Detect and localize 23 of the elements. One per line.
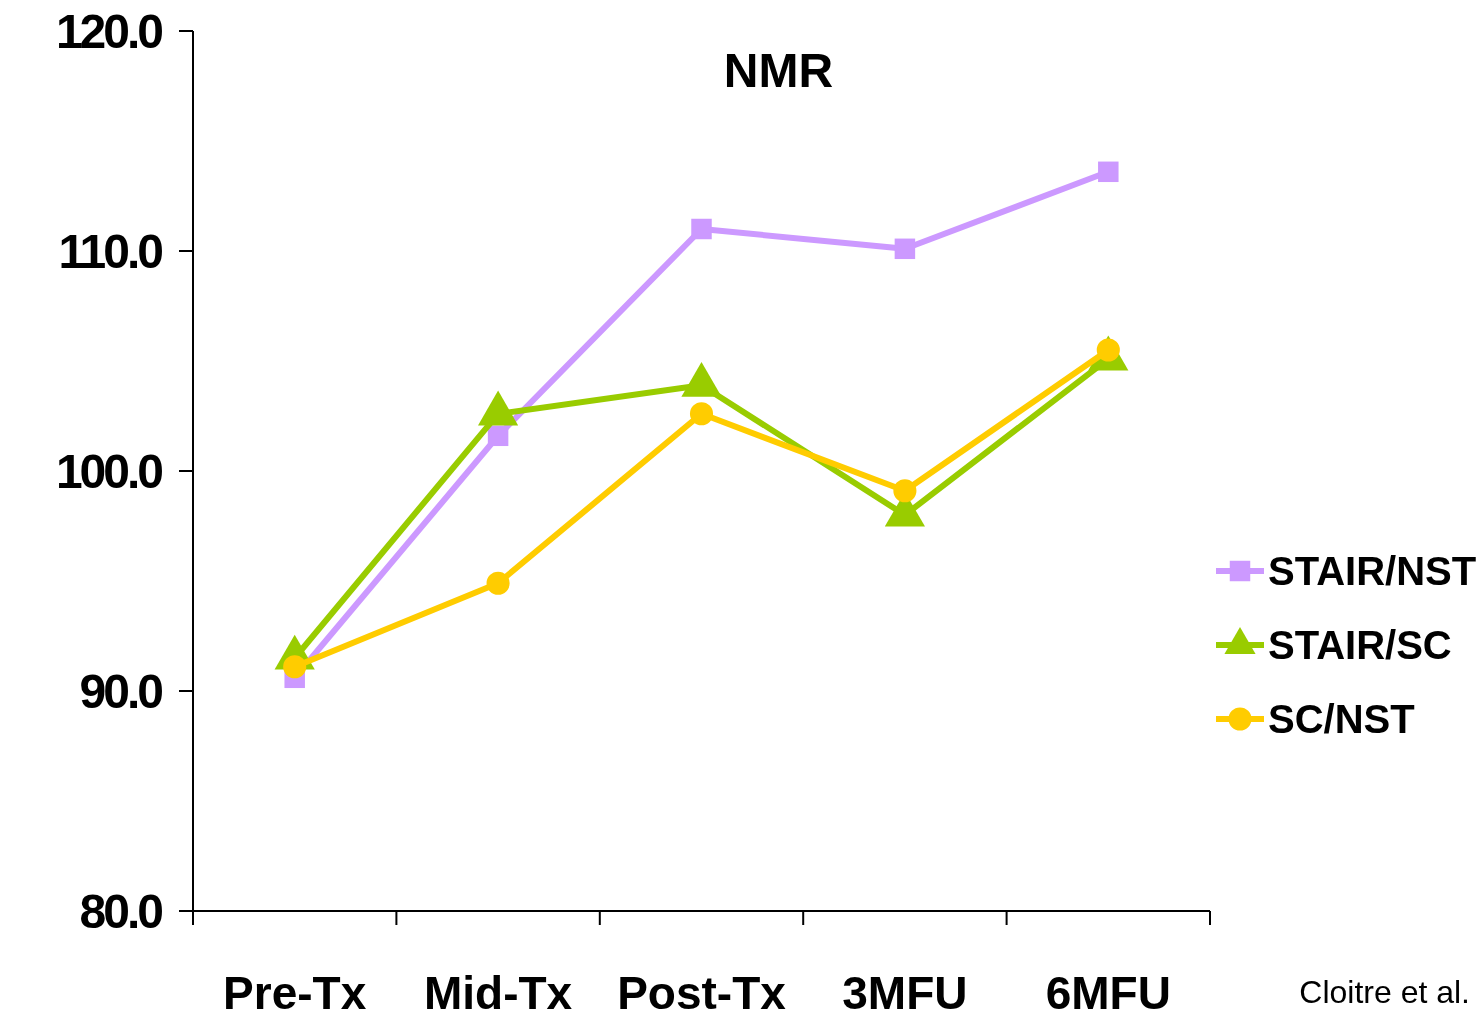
x-tick-label: Post-Tx (617, 967, 787, 1018)
x-tick-label: 3MFU (842, 967, 968, 1018)
y-tick-label: 80.0 (79, 884, 163, 938)
point (689, 402, 714, 426)
legend-label: STAIR/NST (1268, 549, 1477, 593)
point (691, 218, 712, 240)
legend-label: STAIR/SC (1268, 623, 1452, 667)
point (1098, 161, 1119, 183)
y-tick-label: 120.0 (55, 4, 163, 58)
y-tick-label: 90.0 (79, 664, 163, 718)
point (487, 425, 509, 447)
y-tick-label: 100.0 (55, 444, 163, 498)
point (283, 655, 307, 679)
chart-title: NMR (723, 44, 834, 97)
text: Cloitre et al. (1299, 974, 1470, 1010)
x-tick-label: Pre-Tx (223, 967, 367, 1018)
point (894, 238, 916, 260)
point (893, 479, 917, 503)
y-tick-label: 110.0 (58, 224, 163, 278)
x-tick-label: Mid-Tx (424, 967, 573, 1018)
x-tick-label: 6MFU (1045, 967, 1171, 1018)
point (486, 571, 510, 595)
legend-label: SC/NST (1268, 697, 1415, 741)
